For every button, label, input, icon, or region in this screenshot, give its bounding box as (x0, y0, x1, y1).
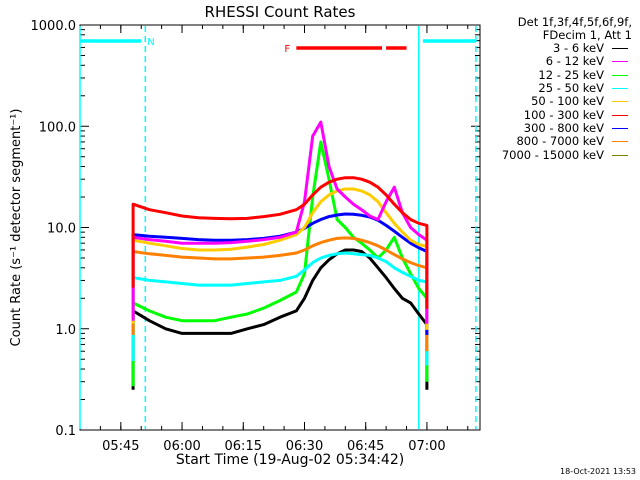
series-line (131, 140, 429, 387)
legend-item: 300 - 800 keV (482, 120, 638, 135)
legend-swatch (612, 114, 628, 116)
legend: Det 1f,3f,4f,5f,6f,9f, FDecim 1, Att 1 3… (482, 16, 638, 162)
legend-item: 6 - 12 keV (482, 55, 638, 68)
legend-label: 50 - 100 keV (531, 94, 604, 109)
legend-label: 7000 - 15000 keV (501, 147, 604, 162)
legend-swatch (612, 127, 628, 129)
legend-label: 6 - 12 keV (545, 54, 604, 69)
x-tick-label: 06:00 (163, 439, 200, 454)
series-line (131, 120, 429, 324)
legend-swatch (612, 154, 628, 156)
y-tick-label: 10.0 (47, 222, 76, 237)
y-axis-label: Count Rate (s⁻¹ detector segment⁻¹) (9, 109, 24, 347)
legend-swatch (612, 141, 628, 143)
chart-title: RHESSI Count Rates (204, 3, 356, 21)
y-tick-label: 0.1 (55, 424, 76, 439)
legend-label: 25 - 50 keV (538, 81, 604, 96)
annotation-label-N: N (147, 37, 154, 48)
legend-label: 12 - 25 keV (538, 67, 604, 82)
legend-label: 3 - 6 keV (553, 41, 604, 56)
legend-swatch (612, 61, 628, 63)
series-line (131, 236, 429, 352)
legend-item: 12 - 25 keV (482, 67, 638, 82)
legend-swatch (612, 74, 628, 76)
legend-header-line-2: FDecim 1, Att 1 (542, 28, 632, 42)
footer-date: 18-Oct-2021 13:53 (560, 467, 636, 476)
y-tick-label: 1.0 (55, 323, 76, 338)
legend-header-line-1: Det 1f,3f,4f,5f,6f,9f, (517, 15, 632, 29)
series-line (131, 187, 429, 330)
legend-label: 800 - 7000 keV (516, 134, 604, 149)
legend-item: 50 - 100 keV (482, 95, 638, 108)
legend-rows: 3 - 6 keV 6 - 12 keV 12 - 25 keV 25 - 50 ke… (482, 42, 638, 162)
series-line (131, 176, 429, 309)
plot-frame (79, 24, 481, 431)
legend-item: 7000 - 15000 keV (482, 148, 638, 161)
legend-label: 300 - 800 keV (523, 120, 604, 135)
legend-item: 3 - 6 keV (482, 42, 638, 55)
x-tick-label: 05:45 (102, 439, 139, 454)
x-tick-label: 07:00 (408, 439, 445, 454)
legend-swatch (612, 88, 628, 90)
series-line (131, 248, 429, 390)
legend-label: 100 - 300 keV (523, 107, 604, 122)
x-tick-label: 06:45 (347, 439, 384, 454)
legend-item: 100 - 300 keV (482, 108, 638, 121)
y-tick-label: 100.0 (39, 120, 76, 135)
legend-swatch (612, 48, 628, 50)
x-tick-label: 06:30 (286, 439, 323, 454)
x-tick-label: 06:15 (225, 439, 262, 454)
legend-item: 25 - 50 keV (482, 82, 638, 95)
series-line (131, 251, 429, 366)
legend-swatch (612, 101, 628, 103)
series-line (131, 212, 429, 335)
annotation-label-F: F (284, 44, 290, 55)
legend-item: 800 - 7000 keV (482, 135, 638, 148)
y-tick-label: 1000.0 (31, 19, 77, 34)
x-axis-label: Start Time (19-Aug-02 05:34:42) (175, 452, 405, 468)
